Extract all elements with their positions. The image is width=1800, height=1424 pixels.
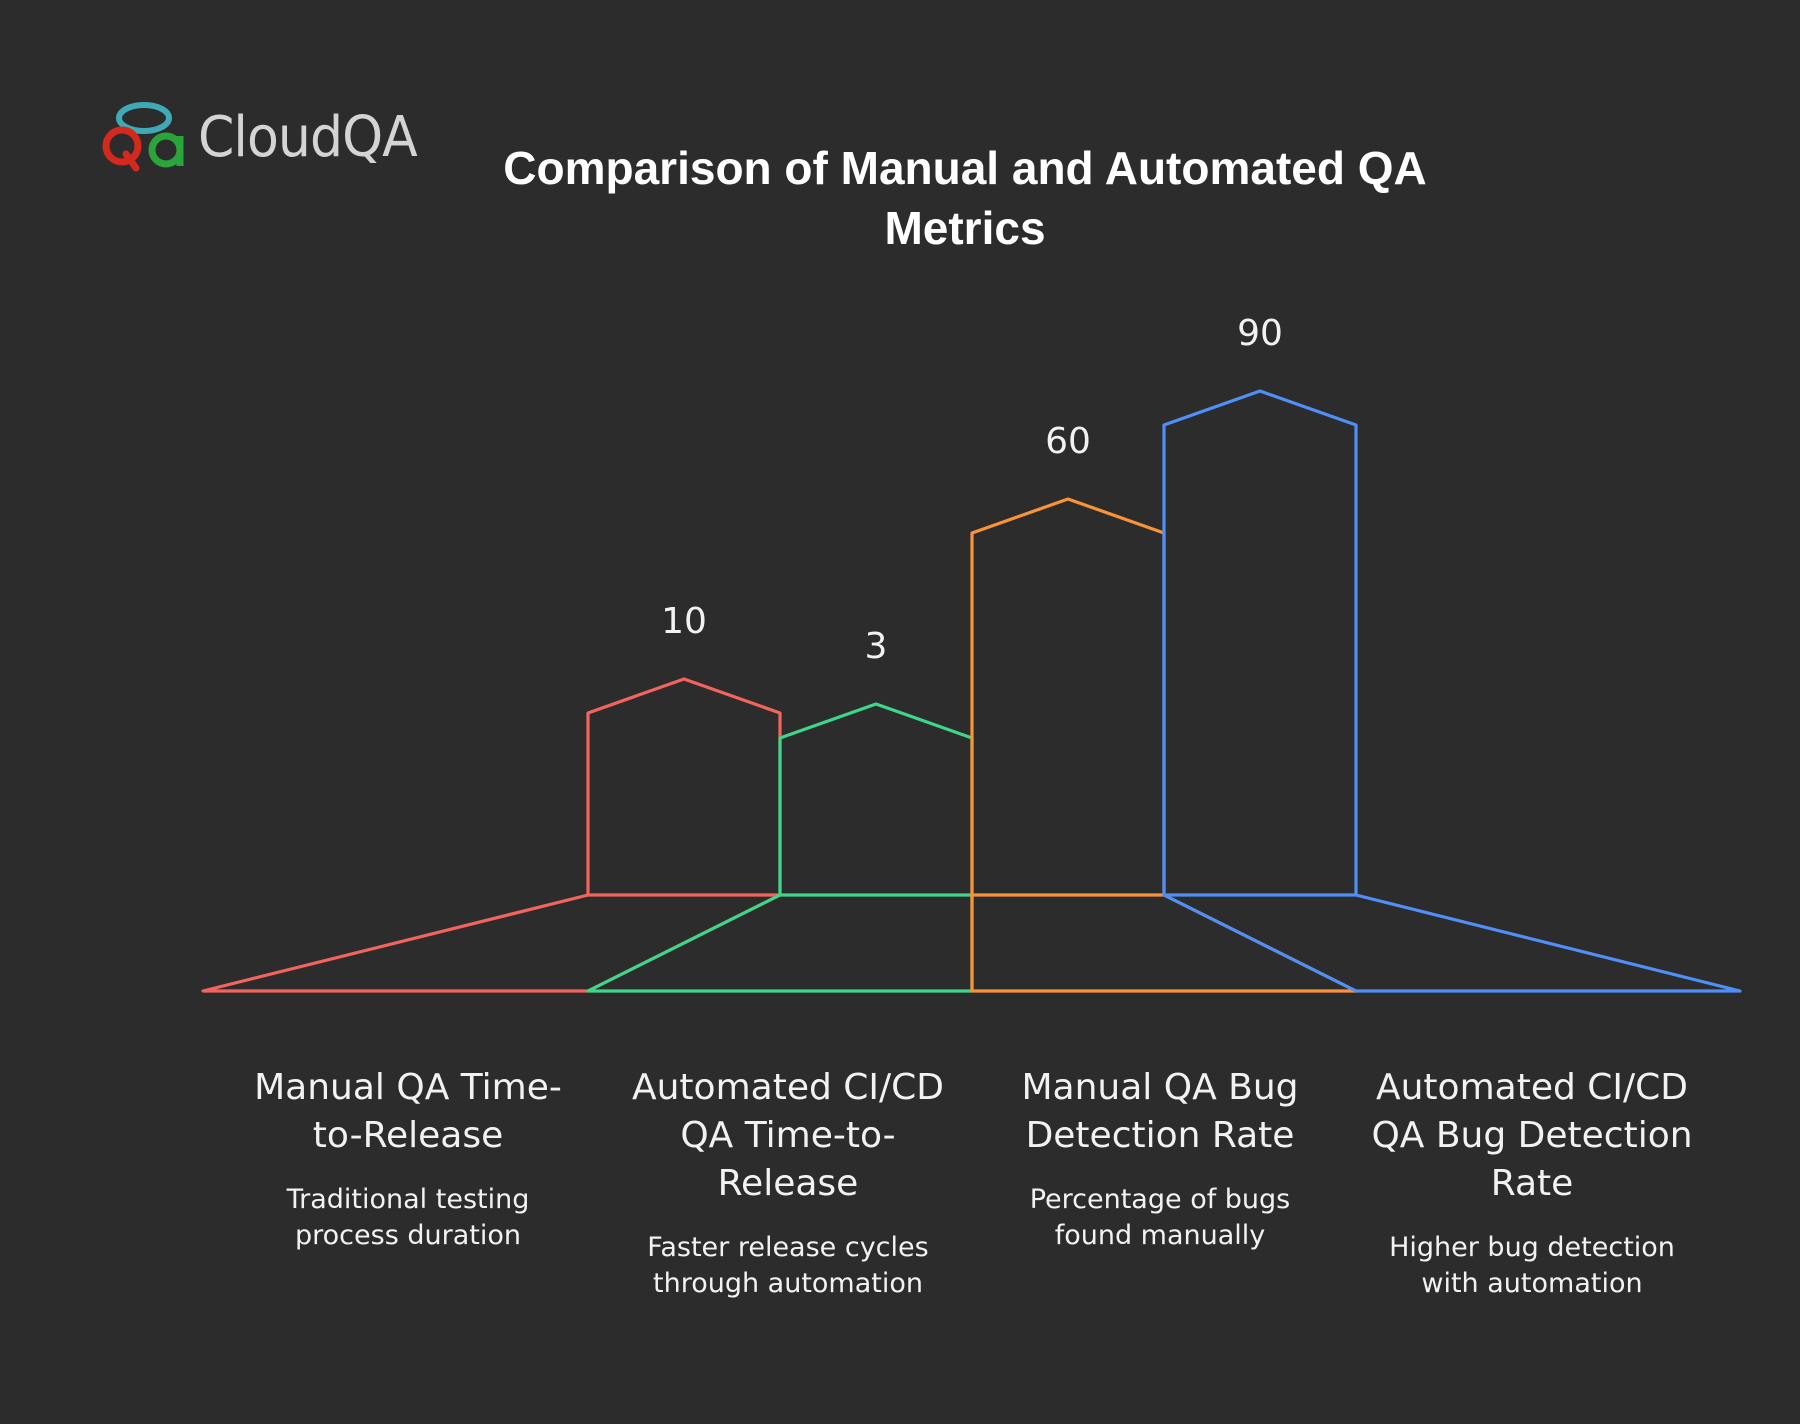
category-title: Automated CI/CD QA Bug Detection Rate	[1362, 1064, 1702, 1208]
category-title: Manual QA Time- to-Release	[238, 1064, 578, 1160]
category-title-line: Automated CI/CD	[631, 1067, 944, 1108]
bar-series-4	[1162, 389, 1742, 993]
chart-title-line-1: Comparison of Manual and Automated QA	[503, 142, 1427, 194]
cloudqa-logo: CloudQA	[92, 96, 452, 180]
category-description-line: through automation	[653, 1268, 923, 1299]
bar-shape	[778, 702, 974, 897]
category-description: Percentage of bugs found manually	[990, 1182, 1330, 1254]
value-label: 10	[661, 601, 707, 642]
bar-series-2	[586, 702, 974, 993]
chart-title: Comparison of Manual and Automated QA Me…	[470, 138, 1460, 258]
logo-wordmark: CloudQA	[198, 105, 418, 170]
value-label: 60	[1045, 421, 1091, 462]
qa-logo-mark-icon	[102, 102, 184, 172]
chart-title-line-2: Metrics	[884, 202, 1046, 254]
bar-funnel-base	[201, 893, 782, 993]
category-description-line: Percentage of bugs	[1029, 1184, 1291, 1215]
bar-funnel-base	[1162, 893, 1742, 993]
bar-shape	[1162, 389, 1358, 897]
bar-shape	[586, 677, 782, 897]
category-label-manual-time: Manual QA Time- to-Release Traditional t…	[238, 1064, 578, 1254]
category-description-line: with automation	[1421, 1268, 1643, 1299]
category-title-line: to-Release	[312, 1115, 504, 1156]
category-title-line: Automated CI/CD	[1375, 1067, 1688, 1108]
category-description: Faster release cycles through automation	[618, 1230, 958, 1302]
category-label-automated-time: Automated CI/CD QA Time-to- Release Fast…	[618, 1064, 958, 1302]
category-title-line: Rate	[1490, 1163, 1574, 1204]
bar-funnel-base	[970, 893, 1358, 993]
bar-series-1	[201, 677, 782, 993]
category-description-line: Faster release cycles	[647, 1232, 929, 1263]
category-title-line: Manual QA Time-	[254, 1067, 562, 1108]
category-label-automated-bugs: Automated CI/CD QA Bug Detection Rate Hi…	[1362, 1064, 1702, 1302]
category-title: Manual QA Bug Detection Rate	[990, 1064, 1330, 1160]
category-title: Automated CI/CD QA Time-to- Release	[618, 1064, 958, 1208]
category-title-line: Manual QA Bug	[1021, 1067, 1299, 1108]
bar-shape	[970, 497, 1166, 897]
category-title-line: Detection Rate	[1025, 1115, 1295, 1156]
category-title-line: Release	[717, 1163, 859, 1204]
category-description-line: Higher bug detection	[1389, 1232, 1675, 1263]
category-description: Higher bug detection with automation	[1362, 1230, 1702, 1302]
category-title-line: QA Bug Detection	[1371, 1115, 1693, 1156]
category-description-line: Traditional testing	[286, 1184, 530, 1215]
category-description-line: found manually	[1054, 1220, 1266, 1251]
value-label: 90	[1237, 313, 1283, 354]
category-label-manual-bugs: Manual QA Bug Detection Rate Percentage …	[990, 1064, 1330, 1254]
bar-funnel-base	[586, 893, 974, 993]
category-title-line: QA Time-to-	[680, 1115, 896, 1156]
value-label: 3	[865, 626, 888, 667]
category-description: Traditional testing process duration	[238, 1182, 578, 1254]
category-description-line: process duration	[295, 1220, 521, 1251]
